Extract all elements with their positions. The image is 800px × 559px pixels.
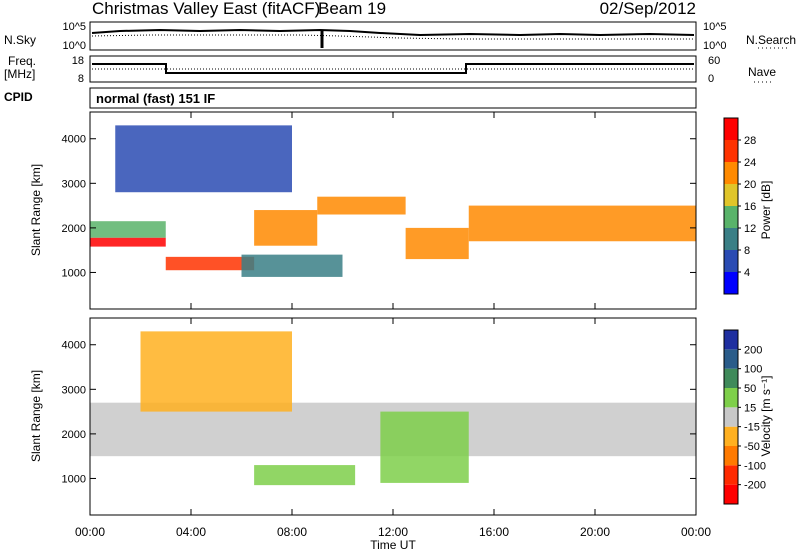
cpid-panel: normal (fast) 151 IF: [89, 87, 697, 109]
colorbar-tick-label: 28: [744, 135, 756, 147]
data-band: [254, 210, 318, 246]
colorbar-tick-label: 12: [744, 223, 756, 235]
nave-label: Nave: [748, 65, 776, 79]
colorbar-swatch: [724, 484, 738, 504]
colorbar-tick-label: -100: [744, 460, 766, 472]
colorbar-tick-label: 16: [744, 201, 756, 213]
beam-label: Beam 19: [318, 0, 386, 18]
colorbar-swatch: [724, 349, 738, 369]
power-panel: 1000 2000 3000 4000 Slant Range [km]: [29, 111, 697, 310]
x-tick-label: 04:00: [176, 525, 206, 539]
data-band: [317, 196, 406, 215]
freq-right-tick-top: 60: [708, 55, 720, 67]
velocity-panel: 1000 2000 3000 4000 00:00 04:00 08:00 12:00 16:…: [29, 112, 711, 552]
data-band: [115, 125, 292, 193]
colorbar-swatch: [724, 426, 738, 446]
x-tick-label: 00:00: [75, 525, 105, 539]
colorbar-swatch: [724, 140, 738, 162]
data-band: [165, 256, 255, 271]
colorbar-swatch: [724, 465, 738, 485]
y-tick-label: 3000: [62, 384, 86, 396]
date-label: 02/Sep/2012: [600, 0, 696, 18]
data-band: [254, 465, 356, 486]
colorbar-tick-label: 200: [744, 344, 762, 356]
colorbar-tick-label: -15: [744, 422, 760, 434]
power-colorbar: 4 8 12 16 20 24 28: [723, 117, 756, 295]
velocity-heatmap: [90, 331, 696, 486]
colorbar-swatch: [724, 162, 738, 184]
power-y-axis-label: Slant Range [km]: [29, 164, 43, 256]
colorbar-swatch: [724, 330, 738, 350]
freq-trace: [92, 63, 694, 74]
colorbar-swatch: [724, 388, 738, 408]
noise-right-tick-bottom: 10^0: [703, 40, 727, 52]
cpid-mode: normal (fast) 151 IF: [96, 91, 215, 106]
noise-left-tick-top: 10^5: [62, 21, 86, 33]
colorbar-frame: [723, 329, 739, 505]
velocity-y-axis-label: Slant Range [km]: [29, 370, 43, 462]
velocity-colorbar: 200 100 50 15 -15 -50 -100 -200: [723, 329, 766, 505]
y-tick-label: 4000: [62, 134, 86, 146]
velocity-y-ticks: 1000 2000 3000 4000: [62, 340, 696, 485]
freq-label-2: [MHz]: [4, 67, 35, 81]
time-axis-ticks: 00:00 04:00 08:00 12:00 16:00 20:00 00:00: [75, 112, 711, 539]
data-band: [90, 237, 166, 247]
colorbar-swatch: [724, 250, 738, 272]
y-tick-label: 4000: [62, 340, 86, 352]
colorbar-swatch: [724, 407, 738, 427]
noise-right-tick-top: 10^5: [703, 21, 727, 33]
data-band: [405, 227, 469, 260]
data-band: [380, 411, 469, 483]
time-axis-label: Time UT: [370, 538, 416, 552]
y-tick-label: 3000: [62, 178, 86, 190]
noise-sky-trace: [91, 28, 695, 37]
colorbar-swatch: [724, 118, 738, 140]
colorbar-tick-label: -50: [744, 441, 760, 453]
data-band: [140, 331, 292, 412]
data-band: [241, 254, 343, 277]
freq-left-tick-bottom: 8: [78, 73, 84, 85]
colorbar-swatch: [724, 228, 738, 250]
noise-search-trace: [91, 34, 694, 40]
figure-title: Christmas Valley East (fitACF): [92, 0, 320, 18]
colorbar-tick-label: 24: [744, 157, 756, 169]
noise-panel: N.Sky 10^5 10^0 10^5 10^0 N.Search: [4, 21, 796, 52]
colorbar-tick-label: 100: [744, 364, 762, 376]
freq-label-1: Freq.: [8, 54, 36, 68]
x-tick-label: 12:00: [378, 525, 408, 539]
y-tick-label: 2000: [62, 429, 86, 441]
y-tick-label: 1000: [62, 473, 86, 485]
freq-right-tick-bottom: 0: [708, 73, 714, 85]
noise-left-tick-bottom: 10^0: [62, 40, 86, 52]
colorbar-swatch: [724, 368, 738, 388]
colorbar-tick-label: 50: [744, 383, 756, 395]
colorbar-tick-label: 4: [744, 267, 750, 279]
colorbar-tick-label: 8: [744, 245, 750, 257]
colorbar-swatch: [724, 206, 738, 228]
colorbar-tick-label: 15: [744, 402, 756, 414]
power-y-ticks: 1000 2000 3000 4000: [62, 134, 696, 279]
y-tick-label: 2000: [62, 223, 86, 235]
colorbar-swatch: [724, 184, 738, 206]
x-tick-label: 20:00: [580, 525, 610, 539]
freq-left-tick-top: 18: [72, 55, 84, 67]
data-band: [468, 205, 696, 242]
colorbar-swatch: [724, 272, 738, 294]
y-tick-label: 1000: [62, 267, 86, 279]
velocity-colorbar-label: Velocity [m s⁻¹]: [759, 375, 773, 456]
cpid-label: CPID: [4, 90, 33, 104]
power-colorbar-label: Power [dB]: [759, 181, 773, 240]
x-tick-label: 08:00: [277, 525, 307, 539]
colorbar-tick-label: -200: [744, 480, 766, 492]
noise-right-label: N.Search: [746, 33, 796, 47]
colorbar-swatch: [724, 446, 738, 466]
power-heatmap: [90, 125, 696, 277]
frequency-panel: Freq. [MHz] 18 8 60 0 Nave: [4, 54, 776, 85]
x-tick-label: 16:00: [479, 525, 509, 539]
colorbar-tick-label: 20: [744, 179, 756, 191]
noise-left-label: N.Sky: [4, 33, 36, 47]
data-band: [90, 221, 166, 238]
x-tick-label: 00:00: [681, 525, 711, 539]
